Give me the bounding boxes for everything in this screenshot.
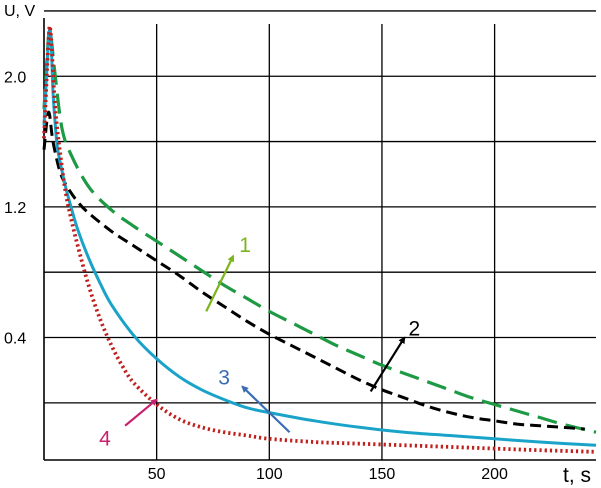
annotations: 1 2 3 4 [99, 234, 420, 451]
annotation-label-1: 1 [239, 234, 251, 257]
series-3-line [42, 27, 597, 447]
y-tick-label: 1.2 [4, 200, 26, 217]
axes: 50 100 150 200 2.0 1.2 0.4 [4, 18, 596, 483]
series [42, 24, 597, 454]
x-tick-label: 50 [148, 466, 166, 483]
annotation-arrow-3 [241, 385, 291, 434]
annotation-label-4: 4 [99, 428, 111, 451]
series-2-line [42, 110, 585, 431]
x-tick-label: 200 [481, 466, 508, 483]
labels: U, V t, s [4, 3, 591, 487]
annotation-arrow-1 [205, 254, 235, 312]
x-tick-label: 100 [256, 466, 283, 483]
annotation-label-2: 2 [408, 318, 420, 341]
annotation-arrow-4 [124, 398, 158, 427]
x-axis-title: t, s [563, 464, 591, 487]
series-1-line [42, 27, 597, 434]
y-axis-title: U, V [4, 3, 35, 20]
series-4-line [42, 24, 597, 454]
annotation-label-3: 3 [218, 367, 230, 390]
y-tick-label: 2.0 [4, 69, 26, 86]
grid [44, 10, 596, 460]
annotation-arrow-2 [369, 336, 406, 393]
y-tick-label: 0.4 [4, 331, 26, 348]
x-tick-label: 150 [369, 466, 396, 483]
